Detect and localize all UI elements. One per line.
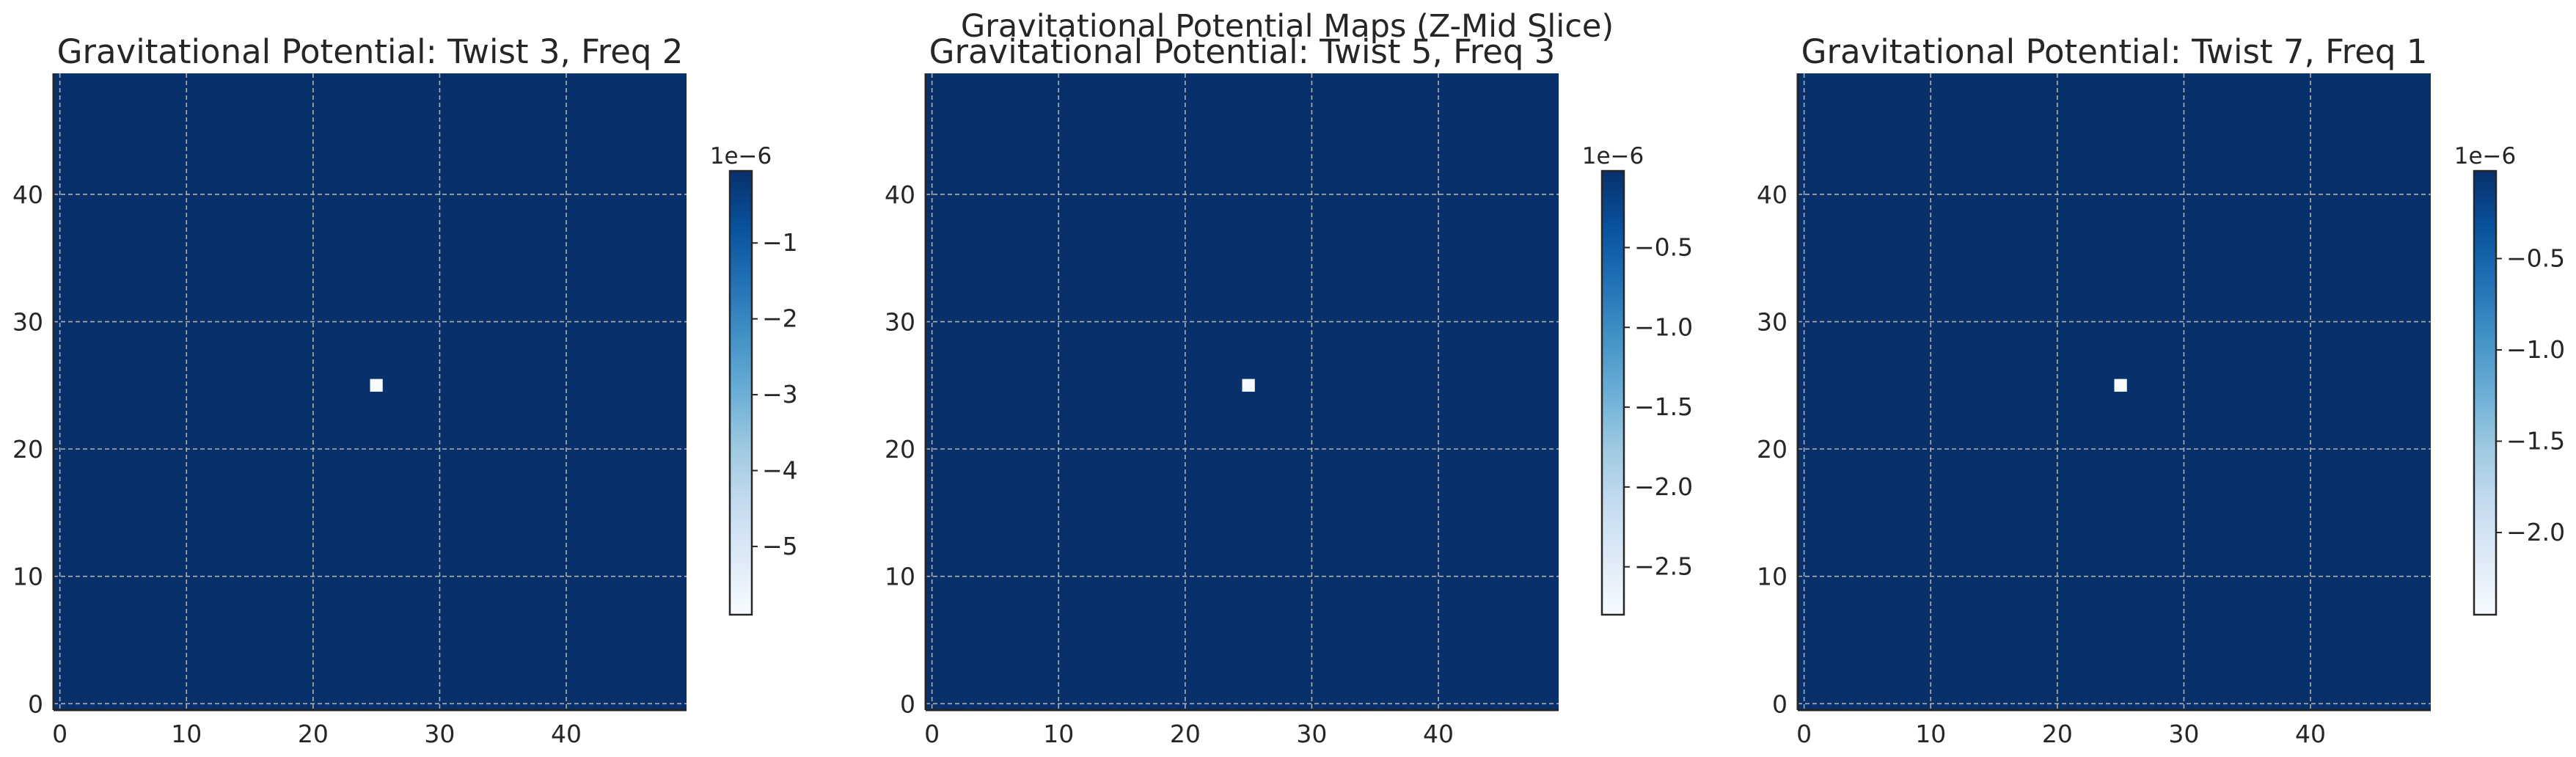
colorbar-tick-label: −0.5 xyxy=(2506,244,2565,273)
x-tick-label: 30 xyxy=(1296,720,1327,748)
y-tick-label: 20 xyxy=(1757,435,1788,464)
y-tick-label: 20 xyxy=(885,435,915,464)
y-tick-label: 0 xyxy=(1772,690,1788,718)
figure-suptitle: Gravitational Potential Maps (Z-Mid Slic… xyxy=(961,8,1614,45)
colorbar-tick-label: −1.0 xyxy=(2506,335,2565,364)
potential-hotspot xyxy=(2114,378,2127,392)
x-tick-label: 40 xyxy=(2295,720,2326,748)
x-tick-label: 10 xyxy=(1915,720,1946,748)
colorbar-tick-label: −4 xyxy=(762,456,798,485)
panel-title: Gravitational Potential: Twist 5, Freq 3 xyxy=(929,32,1556,71)
y-tick-label: 10 xyxy=(885,563,915,591)
colorbar xyxy=(2473,169,2498,616)
y-tick-label: 10 xyxy=(12,563,43,591)
colorbar-tick-label: −5 xyxy=(762,532,798,560)
heatmap-panel-2: Gravitational Potential: Twist 5, Freq 3… xyxy=(885,32,1693,748)
colorbar-tick-label: −1.5 xyxy=(2506,426,2565,455)
x-tick-label: 20 xyxy=(1170,720,1201,748)
x-tick-label: 20 xyxy=(298,720,329,748)
x-tick-label: 30 xyxy=(2168,720,2199,748)
x-tick-label: 40 xyxy=(1423,720,1454,748)
y-tick-label: 0 xyxy=(900,690,915,718)
y-tick-label: 30 xyxy=(12,308,43,337)
heatmap-panel-1: Gravitational Potential: Twist 3, Freq 2… xyxy=(12,32,798,748)
y-tick-label: 30 xyxy=(1757,308,1788,337)
colorbar-tick-label: −1.5 xyxy=(1634,392,1693,421)
y-tick-label: 40 xyxy=(885,180,915,209)
panel-title: Gravitational Potential: Twist 3, Freq 2 xyxy=(57,32,684,71)
y-tick-label: 10 xyxy=(1757,563,1788,591)
colorbar-tick-label: −2.0 xyxy=(2506,518,2565,546)
x-tick-label: 10 xyxy=(1043,720,1074,748)
heatmap-panel-3: Gravitational Potential: Twist 7, Freq 1… xyxy=(1757,32,2565,748)
colorbar-tick-label: −2.5 xyxy=(1634,552,1693,581)
x-tick-label: 30 xyxy=(424,720,455,748)
colorbar xyxy=(728,169,753,616)
x-tick-label: 20 xyxy=(2042,720,2073,748)
x-tick-label: 0 xyxy=(52,720,67,748)
colorbar-multiplier: 1e−6 xyxy=(710,143,772,169)
colorbar-tick-label: −2.0 xyxy=(1634,472,1693,501)
y-tick-label: 20 xyxy=(12,435,43,464)
x-tick-label: 0 xyxy=(924,720,940,748)
potential-hotspot xyxy=(1242,378,1255,392)
colorbar-tick-label: −1.0 xyxy=(1634,312,1693,341)
colorbar-tick-label: −0.5 xyxy=(1634,233,1693,261)
colorbar-tick-label: −3 xyxy=(762,380,798,409)
x-tick-label: 0 xyxy=(1796,720,1812,748)
panel-title: Gravitational Potential: Twist 7, Freq 1 xyxy=(1801,32,2428,71)
y-tick-label: 30 xyxy=(885,308,915,337)
colorbar-multiplier: 1e−6 xyxy=(1582,143,1644,169)
y-tick-label: 40 xyxy=(12,180,43,209)
colorbar-multiplier: 1e−6 xyxy=(2454,143,2517,169)
potential-hotspot xyxy=(370,378,383,392)
colorbar-tick-label: −2 xyxy=(762,304,798,333)
colorbar xyxy=(1600,169,1625,616)
x-tick-label: 10 xyxy=(171,720,202,748)
colorbar-tick-label: −1 xyxy=(762,228,798,257)
x-tick-label: 40 xyxy=(551,720,582,748)
y-tick-label: 0 xyxy=(28,690,43,718)
y-tick-label: 40 xyxy=(1757,180,1788,209)
